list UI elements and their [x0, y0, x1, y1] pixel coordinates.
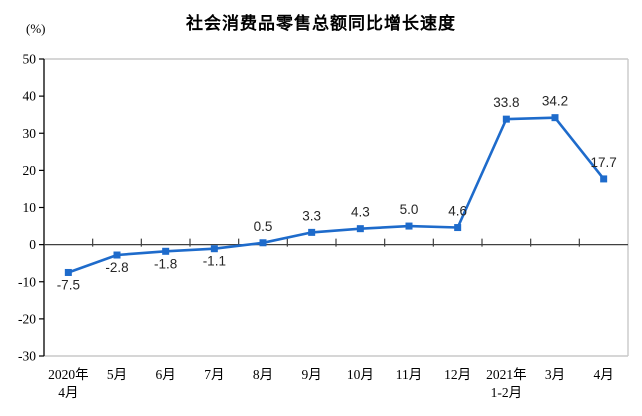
- data-point-label: 4.6: [448, 204, 467, 219]
- data-point-label: 4.3: [351, 205, 370, 220]
- x-category-label: 4月: [58, 385, 78, 400]
- data-point-marker: [210, 245, 218, 253]
- data-point-marker: [502, 115, 510, 123]
- data-point-marker: [162, 247, 170, 255]
- y-tick-label: 10: [23, 200, 37, 215]
- x-category-label: 1-2月: [491, 385, 523, 400]
- data-point-label: 34.2: [542, 94, 568, 109]
- data-point-marker: [64, 268, 72, 276]
- data-point-marker: [259, 239, 267, 247]
- y-tick-label: 30: [23, 126, 37, 141]
- x-category-label: 6月: [156, 367, 176, 382]
- data-point-marker: [356, 225, 364, 233]
- data-point-marker: [113, 251, 121, 259]
- data-point-marker: [600, 175, 608, 183]
- x-category-label: 10月: [347, 367, 374, 382]
- x-category-label: 9月: [302, 367, 322, 382]
- y-tick-label: 40: [23, 89, 37, 104]
- data-point-label: 5.0: [400, 202, 419, 217]
- x-category-label: 3月: [545, 367, 565, 382]
- data-point-label: -2.8: [105, 260, 128, 275]
- x-category-label: 5月: [107, 367, 127, 382]
- x-category-label: 7月: [204, 367, 224, 382]
- y-tick-label: 50: [23, 52, 37, 67]
- data-point-marker: [308, 228, 316, 236]
- y-tick-label: 20: [23, 163, 37, 178]
- y-tick-label: -30: [18, 349, 36, 364]
- data-point-marker: [405, 222, 413, 230]
- series-line: [67, 116, 606, 274]
- chart-title: 社会消费品零售总额同比增长速度: [186, 14, 456, 33]
- data-point-marker: [454, 224, 462, 232]
- y-axis-unit-label: (%): [26, 21, 46, 36]
- x-category-label: 12月: [444, 367, 471, 382]
- data-point-label: 0.5: [254, 219, 273, 234]
- y-tick-label: -20: [18, 311, 36, 326]
- x-category-label: 11月: [396, 367, 423, 382]
- data-point-label: 3.3: [302, 208, 321, 223]
- y-tick-label: 0: [29, 237, 36, 252]
- x-category-label: 4月: [594, 367, 614, 382]
- data-point-label: 17.7: [591, 155, 617, 170]
- data-point-label: -1.8: [154, 256, 177, 271]
- x-category-label: 2020年: [48, 367, 89, 382]
- data-point-label: 33.8: [493, 95, 519, 110]
- data-point-marker: [551, 114, 559, 122]
- data-point-label: -7.5: [57, 277, 80, 292]
- x-category-label: 8月: [253, 367, 273, 382]
- x-category-label: 2021年: [486, 367, 527, 382]
- y-tick-label: -10: [18, 274, 36, 289]
- data-point-label: -1.1: [203, 254, 226, 269]
